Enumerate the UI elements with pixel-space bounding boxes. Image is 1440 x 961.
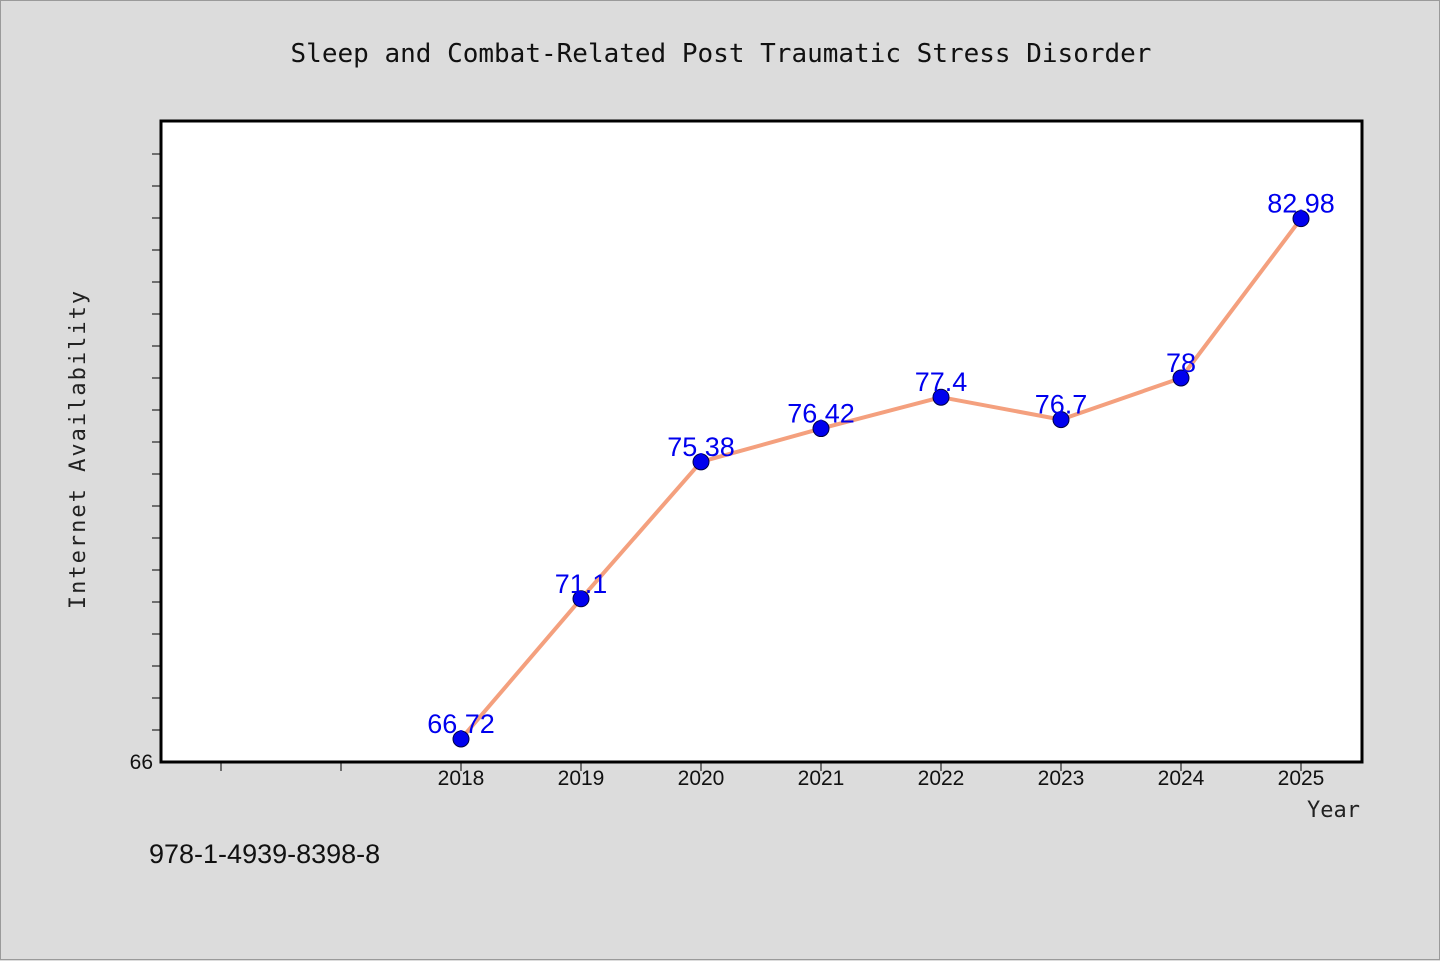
isbn-footer: 978-1-4939-8398-8 xyxy=(149,839,380,869)
data-point xyxy=(1172,369,1190,387)
data-label: 76.42 xyxy=(787,399,855,429)
data-point xyxy=(812,420,830,438)
y-axis-ticks xyxy=(152,153,161,731)
series-markers xyxy=(452,210,1310,748)
data-label: 71.1 xyxy=(555,569,608,599)
data-labels: 66.72 71.1 75.38 76.42 77.4 76.7 78 82.98 xyxy=(427,189,1335,739)
x-tick-label: 2019 xyxy=(558,767,605,790)
y-tick-label: 66 xyxy=(130,751,153,774)
data-point xyxy=(1052,411,1070,429)
x-tick-label: 2018 xyxy=(438,767,485,790)
series-line xyxy=(459,216,1303,741)
x-axis-label: Year xyxy=(1307,798,1360,823)
y-axis-tick-labels: 66 xyxy=(130,751,153,774)
x-tick-label: 2020 xyxy=(678,767,725,790)
data-label: 66.72 xyxy=(427,709,495,739)
data-point xyxy=(1292,210,1310,228)
x-tick-label: 2023 xyxy=(1038,767,1085,790)
data-label: 82.98 xyxy=(1267,189,1335,219)
data-point xyxy=(572,590,590,608)
x-axis-tick-labels: 2018 2019 2020 2021 2022 2023 2024 2025 xyxy=(438,767,1325,790)
x-tick-label: 2024 xyxy=(1158,767,1205,790)
data-point xyxy=(932,388,950,406)
data-point xyxy=(692,453,710,471)
chart-title: Sleep and Combat-Related Post Traumatic … xyxy=(291,39,1152,69)
data-label: 77.4 xyxy=(915,367,968,397)
data-label: 78 xyxy=(1166,348,1196,378)
x-tick-label: 2022 xyxy=(918,767,965,790)
x-tick-label: 2025 xyxy=(1278,767,1325,790)
y-axis-label: Internet Availability xyxy=(66,289,91,609)
data-label: 76.7 xyxy=(1035,390,1088,420)
plot-area xyxy=(159,119,1364,764)
data-point xyxy=(452,730,470,748)
x-tick-label: 2021 xyxy=(798,767,845,790)
data-label: 75.38 xyxy=(667,432,735,462)
x-axis-ticks xyxy=(220,762,1302,771)
